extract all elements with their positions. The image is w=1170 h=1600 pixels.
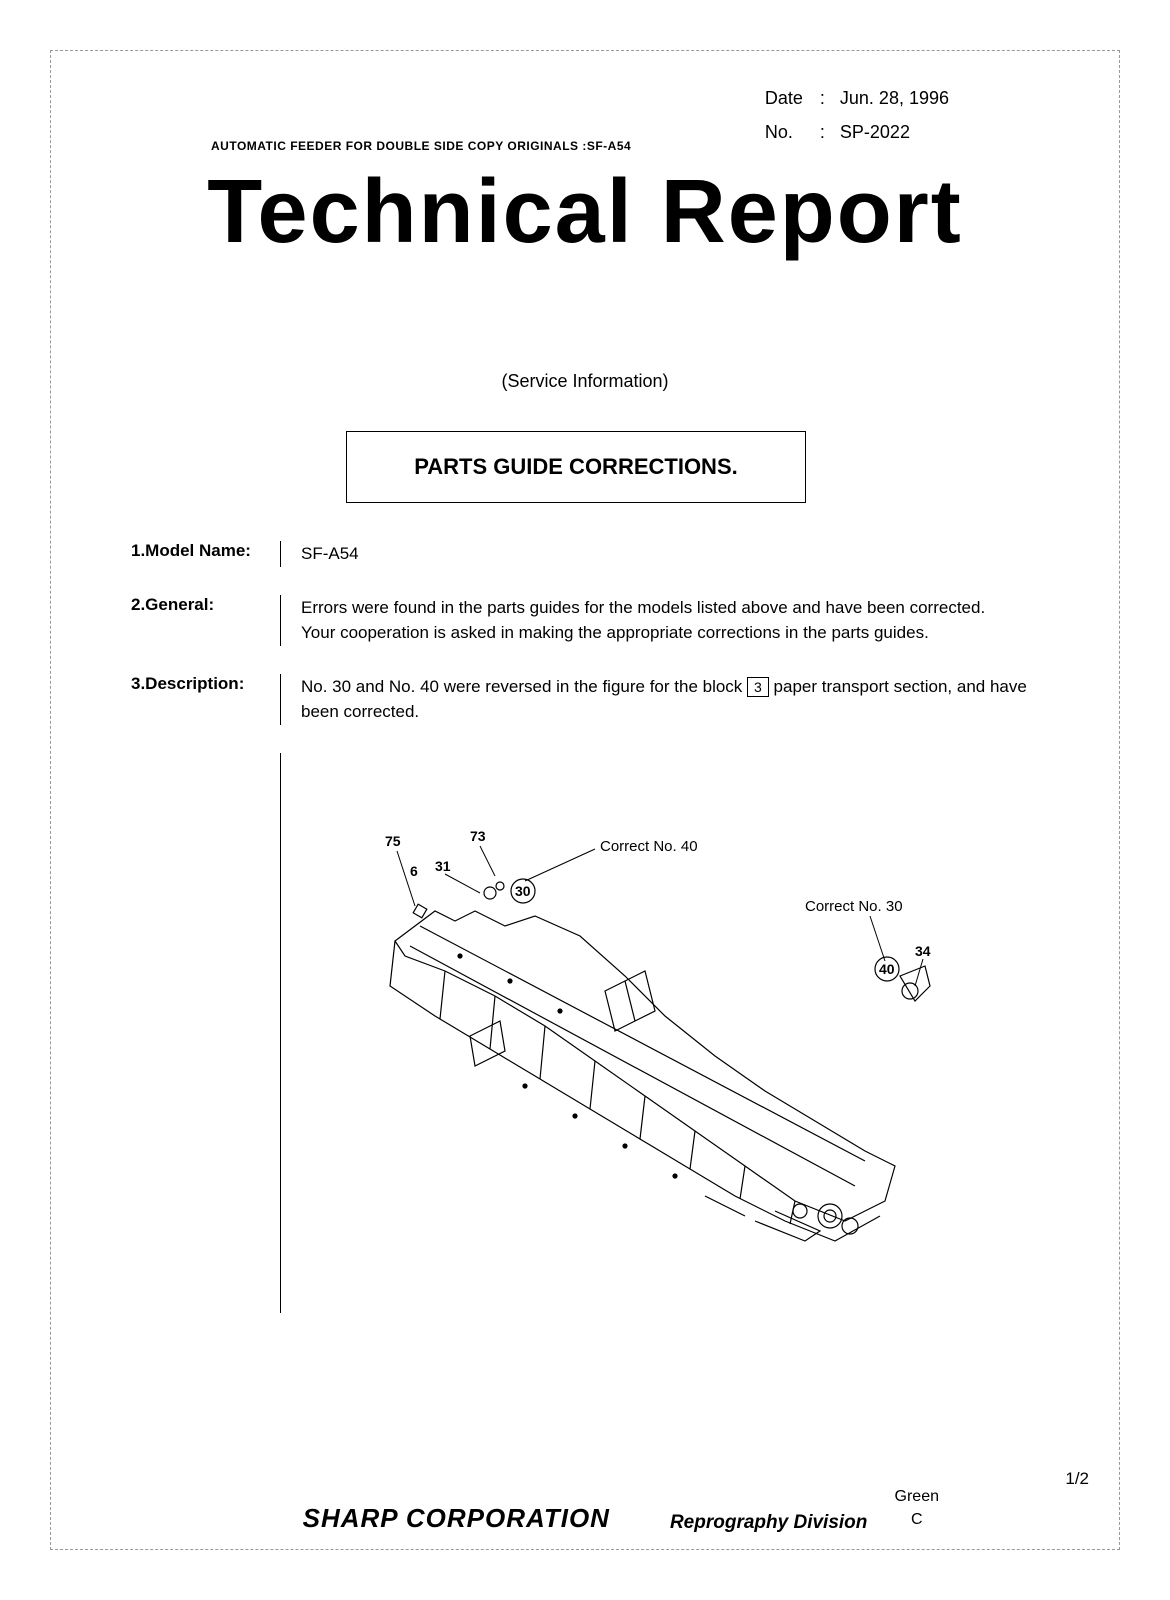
part-75: 75 — [385, 833, 401, 849]
footer-division: Reprography Division — [670, 1512, 867, 1534]
leader-73 — [480, 846, 495, 876]
footer: SHARP CORPORATION Reprography Division — [51, 1503, 1119, 1534]
box-title: PARTS GUIDE CORRECTIONS. — [346, 431, 806, 503]
meta-no-row: No. : SP-2022 — [765, 115, 949, 149]
leader-34 — [915, 959, 923, 986]
part-6: 6 — [410, 863, 418, 879]
date-value: Jun. 28, 1996 — [840, 81, 949, 115]
meta-sep: : — [820, 115, 840, 149]
meta-block: Date : Jun. 28, 1996 No. : SP-2022 — [765, 81, 949, 149]
label-description: 3.Description: — [131, 674, 281, 725]
label-model-name: 1.Model Name: — [131, 541, 281, 567]
no-label: No. — [765, 115, 820, 149]
part-31: 31 — [435, 858, 451, 874]
meta-date-row: Date : Jun. 28, 1996 — [765, 81, 949, 115]
assembly-drawing — [390, 882, 930, 1241]
part-34: 34 — [915, 943, 931, 959]
no-value: SP-2022 — [840, 115, 910, 149]
subtitle: (Service Information) — [51, 371, 1119, 392]
callout-40: Correct No. 40 — [600, 838, 698, 855]
row-description: 3.Description: No. 30 and No. 40 were re… — [131, 674, 1049, 725]
footer-right: Green C — [895, 1486, 939, 1531]
parts-diagram: Correct No. 40 Correct No. 30 75 73 6 31… — [301, 821, 1049, 1341]
product-line: AUTOMATIC FEEDER FOR DOUBLE SIDE COPY OR… — [211, 139, 631, 153]
general-line1: Errors were found in the parts guides fo… — [301, 595, 985, 621]
part-30: 30 — [515, 883, 531, 899]
part-40: 40 — [879, 961, 895, 977]
callout-30: Correct No. 30 — [805, 898, 903, 915]
meta-sep: : — [820, 81, 840, 115]
document-title: Technical Report — [51, 161, 1119, 264]
row-model-name: 1.Model Name: SF-A54 — [131, 541, 1049, 567]
divider-col — [131, 753, 281, 1313]
date-label: Date — [765, 81, 820, 115]
body-area: 1.Model Name: SF-A54 2.General: Errors w… — [131, 541, 1049, 1429]
figure-area: Correct No. 40 Correct No. 30 75 73 6 31… — [301, 821, 1049, 1341]
footer-right-2: C — [895, 1509, 939, 1531]
label-general: 2.General: — [131, 595, 281, 646]
footer-right-1: Green — [895, 1486, 939, 1508]
footer-corporation: SHARP CORPORATION — [303, 1503, 610, 1534]
desc-block-num: 3 — [747, 677, 769, 697]
value-description: No. 30 and No. 40 were reversed in the f… — [281, 674, 1049, 725]
part-73: 73 — [470, 828, 486, 844]
callout-40-leader — [525, 849, 595, 881]
desc-pre: No. 30 and No. 40 were reversed in the f… — [301, 677, 747, 696]
callout-30-leader — [870, 916, 885, 961]
row-general: 2.General: Errors were found in the part… — [131, 595, 1049, 646]
general-line2: Your cooperation is asked in making the … — [301, 620, 985, 646]
page-number: 1/2 — [1065, 1469, 1089, 1489]
value-model-name: SF-A54 — [281, 541, 359, 567]
page-frame: Date : Jun. 28, 1996 No. : SP-2022 AUTOM… — [50, 50, 1120, 1550]
leader-31 — [445, 874, 480, 893]
value-general: Errors were found in the parts guides fo… — [281, 595, 985, 646]
